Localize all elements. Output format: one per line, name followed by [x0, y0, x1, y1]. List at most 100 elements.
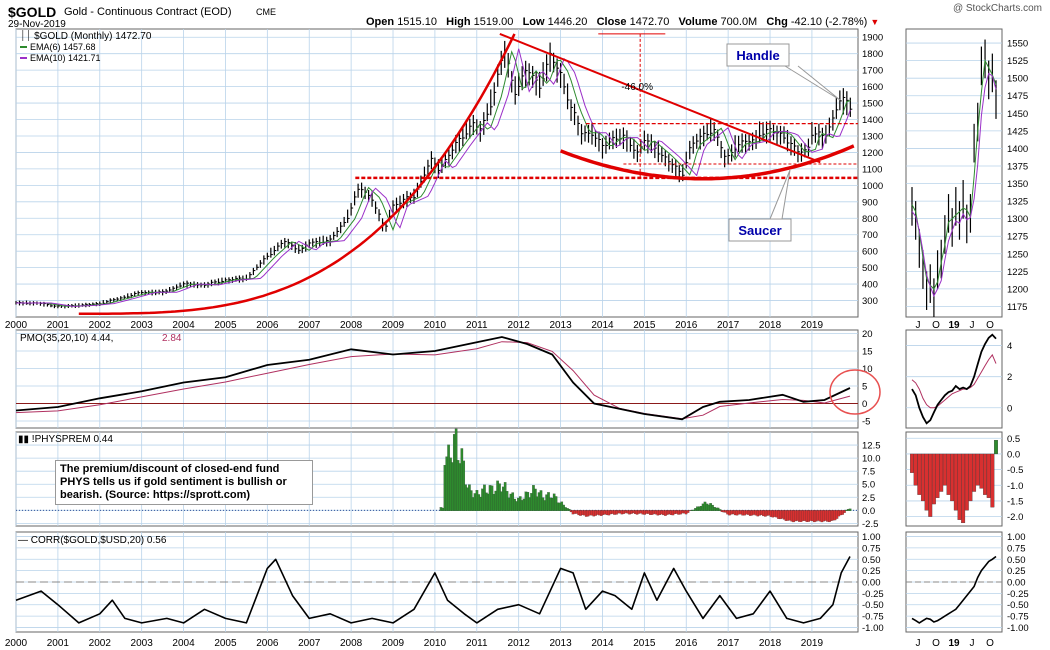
price-inset-ema10 [911, 72, 997, 298]
high-label: High [446, 16, 471, 28]
corr-inset-y-tick-label: 0.00 [1007, 578, 1026, 589]
physprem-inset-bar [975, 453, 980, 486]
pmo-panel-inset-frame [905, 329, 1003, 429]
symbol: $GOLD [8, 4, 57, 20]
physprem-y-tick-label: 2.5 [862, 493, 875, 504]
price-y-tick-label: 900 [862, 197, 878, 208]
corr-inset-line [911, 555, 997, 624]
x-tick-label-bottom: 2002 [89, 638, 112, 649]
x-tick-label: 2009 [382, 320, 405, 331]
physprem-inset-y-tick-label: -1.5 [1007, 496, 1023, 507]
price-inset-y-tick-label: 1450 [1007, 109, 1028, 120]
inset-x-tick-label-bottom: J [970, 638, 975, 649]
chg-label: Chg [766, 16, 788, 28]
price-y-tick-label: 1700 [862, 66, 883, 77]
physprem-bar [718, 509, 722, 511]
pmo-signal-line [15, 341, 851, 420]
x-tick-label: 2012 [508, 320, 531, 331]
price-y-tick-label: 1400 [862, 115, 883, 126]
x-tick-label: 2004 [172, 320, 195, 331]
x-tick-label-bottom: 2013 [549, 638, 572, 649]
watermark[interactable]: @ StockCharts.com [952, 3, 1042, 14]
pmo-legend-signal: 2.84 [162, 333, 182, 344]
physprem-inset-bar [961, 453, 966, 524]
open-value: 1515.10 [397, 16, 437, 28]
downtrend-line [499, 33, 821, 164]
inset-x-tick-label-bottom: 19 [948, 638, 960, 649]
price-y-tick-label: 1300 [862, 131, 883, 142]
corr-inset-y-tick-label: -0.50 [1007, 600, 1029, 611]
price-panel-inset-frame [905, 28, 1003, 318]
pct-label: -46.0% [621, 82, 653, 93]
close-label: Close [596, 16, 627, 28]
price-y-tick-label: 1000 [862, 181, 883, 192]
price-inset-y-tick-label: 1175 [1007, 302, 1027, 313]
x-tick-label-bottom: 2008 [340, 638, 363, 649]
inset-x-tick-label-bottom: O [986, 638, 994, 649]
price-y-tick-label: 1500 [862, 99, 883, 110]
x-tick-label: 2016 [675, 320, 698, 331]
inset-x-tick-label: 19 [948, 320, 960, 331]
physprem-note: The premium/discount of closed-end fund … [55, 460, 313, 505]
physprem-inset-bar [968, 453, 973, 502]
x-tick-label-bottom: 2007 [298, 638, 321, 649]
physprem-y-tick-label: -2.5 [862, 519, 878, 530]
instrument-name: Gold - Continuous Contract (EOD) [64, 6, 232, 18]
physprem-inset-bar [950, 453, 955, 502]
physprem-inset-bar [979, 453, 984, 489]
pmo-legend: PMO(35,20,10) 4.44, [20, 333, 113, 344]
x-tick-label: 2005 [214, 320, 237, 331]
high-value: 1519.00 [473, 16, 514, 28]
physprem-inset-y-tick-label: -1.0 [1007, 481, 1023, 492]
inset-x-tick-label-bottom: O [932, 638, 940, 649]
chart-header: $GOLD Gold - Continuous Contract (EOD) C… [6, 2, 1046, 30]
x-tick-label-bottom: 2012 [508, 638, 531, 649]
x-tick-label: 2001 [47, 320, 70, 331]
physprem-inset-bar [990, 453, 995, 508]
x-tick-label: 2018 [759, 320, 782, 331]
pmo-highlight-circle [829, 369, 881, 415]
x-tick-label-bottom: 2001 [47, 638, 70, 649]
handle-callout-label: Handle [736, 48, 779, 63]
corr-y-tick-label: 0.00 [862, 578, 881, 589]
x-tick-label: 2010 [424, 320, 447, 331]
price-y-tick-label: 1800 [862, 49, 883, 60]
price-y-tick-label: 300 [862, 296, 878, 307]
physprem-inset-y-tick-label: -2.0 [1007, 512, 1023, 523]
physprem-inset-bar [994, 439, 998, 455]
physprem-inset-bar [931, 453, 936, 505]
price-inset-y-tick-label: 1375 [1007, 161, 1028, 172]
corr-y-tick-label: -0.50 [862, 600, 884, 611]
price-y-tick-label: 500 [862, 263, 878, 274]
pmo-panel-frame [15, 329, 859, 429]
physprem-legend: ▮▮ !PHYSPREM 0.44 [18, 434, 113, 445]
price-inset-y-tick-label: 1325 [1007, 197, 1028, 208]
x-tick-label-bottom: 2005 [214, 638, 237, 649]
saucer-curve [559, 144, 855, 181]
price-y-tick-label: 1900 [862, 33, 883, 44]
pmo-y-tick-label: 5 [862, 382, 867, 393]
price-inset-y-tick-label: 1275 [1007, 232, 1028, 243]
corr-inset-y-tick-label: 0.50 [1007, 555, 1026, 566]
x-tick-label-bottom: 2014 [591, 638, 614, 649]
pmo-y-tick-label: 10 [862, 364, 873, 375]
physprem-inset-bar [939, 453, 944, 492]
chg-value: -42.10 (-2.78%) [790, 16, 868, 28]
handle-callout-box [726, 43, 790, 67]
physprem-inset-bar [910, 453, 914, 473]
physprem-inset-bar [986, 453, 991, 498]
x-tick-label-bottom: 2006 [256, 638, 279, 649]
ohlc-readout: Open 1515.10 High 1519.00 Low 1446.20 Cl… [366, 16, 879, 28]
x-tick-label-bottom: 2017 [717, 638, 740, 649]
corr-y-tick-label: 0.25 [862, 566, 881, 577]
x-tick-label: 2000 [5, 320, 28, 331]
physprem-y-tick-label: 0.0 [862, 506, 875, 517]
price-y-tick-label: 600 [862, 247, 878, 258]
close-value: 1472.70 [629, 16, 670, 28]
physprem-inset-bars [910, 439, 998, 524]
inset-x-tick-label: J [970, 320, 975, 331]
low-label: Low [522, 16, 545, 28]
price-inset-y-tick-label: 1550 [1007, 39, 1028, 50]
x-tick-label: 2014 [591, 320, 614, 331]
